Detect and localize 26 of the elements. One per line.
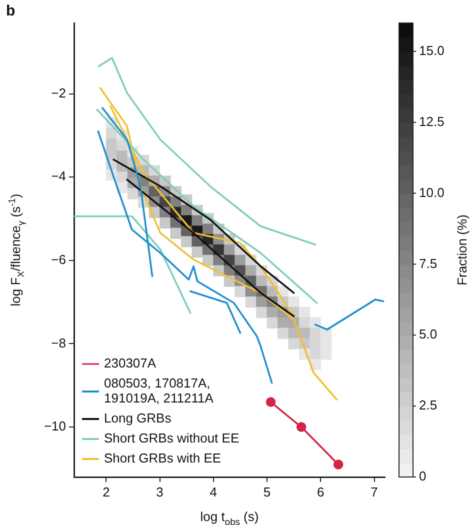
color-bar-label: 10.0 [419, 184, 444, 200]
y-tick-label: −4 [51, 168, 66, 184]
legend-label: 080503, 170817A, 191019A, 211211A [104, 376, 214, 406]
x-tick-label: 2 [102, 484, 110, 500]
legend-label: Long GRBs [104, 410, 172, 426]
y-tick-label: −8 [51, 335, 66, 350]
color-bar-label: 2.5 [419, 398, 438, 413]
x-tick-label: 5 [263, 484, 271, 500]
x-tick-label: 7 [370, 484, 378, 500]
chart-title: b [6, 2, 16, 20]
color-bar-label: 5.0 [419, 326, 438, 342]
y-tick-label: −2 [51, 85, 66, 100]
y-axis-title: log FX/fluenceγ (s-1) [6, 194, 26, 306]
color-bar-label: 15.0 [419, 42, 444, 58]
x-tick-label: 6 [317, 484, 324, 500]
legend-label: Short GRBs with EE [104, 450, 222, 466]
x-tick-label: 4 [210, 484, 218, 500]
x-tick-label: 3 [156, 484, 164, 500]
color-bar-title: Fraction (%) [454, 214, 470, 286]
y-tick-label: −6 [51, 252, 66, 267]
y-tick-label: −10 [44, 418, 66, 434]
color-bar-label: 7.5 [419, 256, 438, 271]
color-bar-label: 0 [419, 468, 426, 484]
legend-label: Short GRBs without EE [104, 430, 240, 446]
color-bar-label: 12.5 [419, 114, 444, 129]
legend-label: 230307A [104, 356, 156, 371]
